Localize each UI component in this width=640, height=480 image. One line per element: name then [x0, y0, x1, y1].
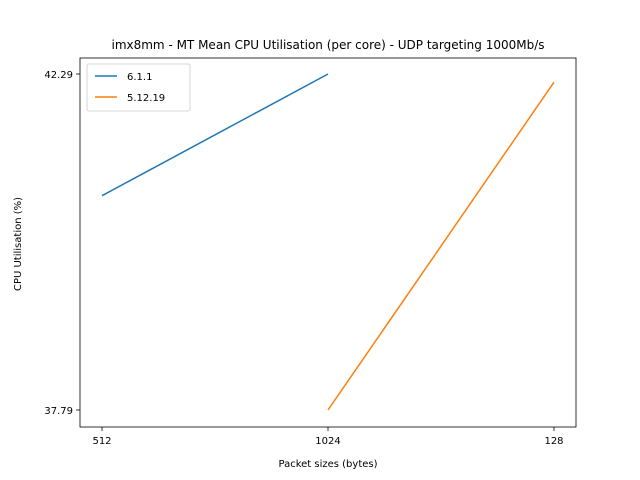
- legend: 6.1.1 5.12.19: [86, 63, 191, 112]
- x-axis-label: Packet sizes (bytes): [278, 459, 377, 470]
- series-line-1: [101, 73, 329, 197]
- y-tick-label: 42.29: [44, 70, 73, 81]
- legend-label-2: 5.12.19: [127, 93, 165, 104]
- y-tick-label: 37.79: [44, 406, 73, 417]
- x-tick-label: 512: [92, 436, 111, 447]
- x-tick-label: 128: [544, 436, 563, 447]
- legend-label-1: 6.1.1: [127, 72, 152, 83]
- chart-title: imx8mm - MT Mean CPU Utilisation (per co…: [111, 38, 544, 52]
- series-layer: [101, 73, 555, 411]
- series-line-2: [327, 81, 555, 411]
- x-tick-label: 1024: [315, 436, 340, 447]
- y-axis-label: CPU Utilisation (%): [13, 197, 24, 291]
- y-axis: 37.79 42.29: [44, 70, 80, 417]
- x-axis: 512 1024 128: [92, 427, 564, 447]
